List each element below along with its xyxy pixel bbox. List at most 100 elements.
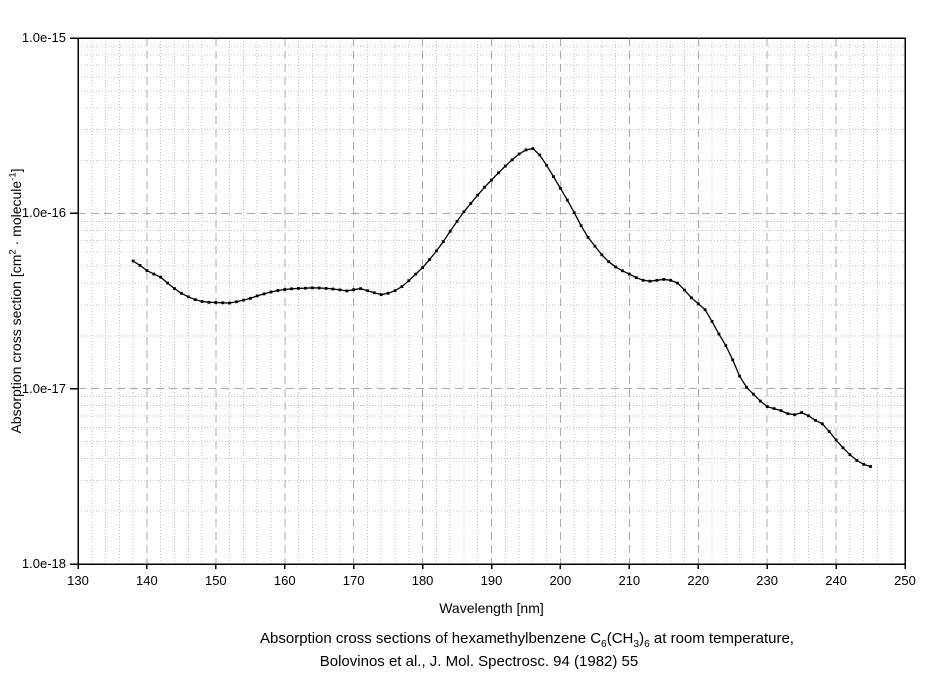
data-point-marker bbox=[297, 287, 300, 290]
data-point-marker bbox=[848, 453, 852, 457]
data-point-marker bbox=[152, 272, 156, 276]
data-point-marker bbox=[207, 300, 211, 304]
data-point-marker bbox=[696, 302, 700, 306]
data-point-marker bbox=[448, 229, 452, 233]
data-point-marker bbox=[703, 308, 707, 312]
data-point-marker bbox=[435, 249, 438, 253]
data-point-marker bbox=[827, 430, 831, 433]
data-point-marker bbox=[428, 258, 431, 261]
data-point-marker bbox=[559, 186, 562, 190]
text-segment: ) bbox=[639, 630, 645, 647]
data-point-marker bbox=[455, 220, 459, 223]
sub-segment: 6 bbox=[601, 639, 607, 650]
caption-line-1: Absorption cross sections of hexamethylb… bbox=[260, 630, 794, 650]
x-tick-label: 130 bbox=[67, 573, 89, 588]
data-point-marker bbox=[510, 158, 514, 162]
data-point-marker bbox=[276, 289, 280, 292]
data-point-marker bbox=[717, 332, 721, 336]
sub-segment: 6 bbox=[644, 639, 650, 650]
spectrum-curve bbox=[132, 147, 871, 468]
text-segment: Absorption cross sections of hexamethylb… bbox=[260, 630, 602, 647]
data-point-marker bbox=[545, 163, 548, 167]
x-tick-label: 140 bbox=[136, 573, 158, 588]
text-segment: ] bbox=[8, 168, 24, 173]
data-point-marker bbox=[531, 147, 535, 150]
data-point-marker bbox=[221, 301, 225, 305]
data-point-marker bbox=[655, 278, 659, 282]
data-point-marker bbox=[634, 276, 638, 279]
data-point-marker bbox=[235, 300, 238, 304]
data-point-marker bbox=[476, 193, 480, 197]
x-tick-label: 190 bbox=[480, 573, 503, 588]
data-point-marker bbox=[820, 422, 824, 426]
data-point-marker bbox=[421, 266, 424, 270]
data-point-marker bbox=[317, 286, 321, 290]
data-point-marker bbox=[180, 291, 183, 295]
data-point-marker bbox=[758, 399, 762, 403]
y-axis-title: Absorption cross section [cm2 · molecule… bbox=[7, 168, 24, 433]
data-point-marker bbox=[379, 293, 383, 296]
data-point-marker bbox=[372, 291, 376, 295]
data-point-marker bbox=[621, 269, 624, 273]
sup-segment: -1 bbox=[7, 172, 19, 181]
data-point-marker bbox=[607, 260, 611, 264]
data-point-marker bbox=[786, 412, 790, 416]
data-point-marker bbox=[745, 385, 748, 389]
data-point-marker bbox=[262, 292, 266, 296]
x-tick-label: 250 bbox=[894, 573, 916, 588]
data-point-marker bbox=[676, 281, 679, 285]
data-point-marker bbox=[145, 269, 149, 272]
data-point-marker bbox=[441, 240, 445, 243]
y-tick-label: 1.0e-15 bbox=[21, 30, 66, 45]
data-point-marker bbox=[579, 224, 583, 228]
data-point-marker bbox=[269, 290, 273, 294]
data-point-marker bbox=[834, 438, 838, 442]
sup-segment: 2 bbox=[7, 249, 19, 255]
text-segment: · molecule bbox=[8, 180, 24, 250]
data-point-marker bbox=[166, 281, 169, 285]
data-point-marker bbox=[386, 291, 390, 295]
data-point-marker bbox=[614, 265, 617, 269]
data-point-marker bbox=[600, 253, 604, 257]
data-point-marker bbox=[690, 296, 693, 300]
caption-line-2: Bolovinos et al., J. Mol. Spectrosc. 94 … bbox=[319, 653, 639, 670]
y-tick-label: 1.0e-16 bbox=[21, 205, 66, 221]
data-point-marker bbox=[731, 358, 735, 362]
data-point-marker bbox=[228, 301, 231, 305]
data-point-marker bbox=[414, 272, 418, 276]
data-point-marker bbox=[497, 171, 500, 175]
data-point-marker bbox=[290, 287, 293, 291]
data-point-marker bbox=[338, 288, 342, 292]
data-point-marker bbox=[255, 294, 259, 298]
data-point-marker bbox=[248, 297, 252, 300]
data-point-marker bbox=[765, 405, 769, 408]
data-point-marker bbox=[683, 288, 686, 292]
data-point-marker bbox=[648, 279, 652, 283]
x-tick-label: 160 bbox=[273, 573, 296, 588]
data-point-marker bbox=[242, 298, 245, 302]
data-point-marker bbox=[469, 202, 473, 205]
x-tick-label: 220 bbox=[687, 573, 710, 588]
data-point-marker bbox=[345, 289, 349, 293]
data-point-marker bbox=[572, 211, 576, 214]
sub-segment: 3 bbox=[633, 639, 640, 650]
y-tick-label: 1.0e-17 bbox=[21, 380, 66, 396]
data-point-marker bbox=[159, 275, 163, 279]
data-point-marker bbox=[724, 344, 728, 347]
x-tick-label: 170 bbox=[342, 573, 365, 588]
x-tick-label: 180 bbox=[411, 573, 434, 588]
data-point-marker bbox=[490, 178, 493, 182]
data-point-marker bbox=[310, 286, 314, 290]
data-point-marker bbox=[669, 278, 673, 282]
text-segment: (CH bbox=[606, 630, 634, 647]
data-point-marker bbox=[862, 463, 866, 466]
data-point-marker bbox=[779, 409, 783, 412]
data-point-marker bbox=[538, 153, 542, 157]
data-point-marker bbox=[366, 289, 369, 293]
data-point-marker bbox=[331, 287, 335, 291]
data-point-marker bbox=[359, 287, 362, 290]
data-point-marker bbox=[483, 185, 486, 189]
data-point-marker bbox=[841, 446, 845, 450]
x-tick-label: 200 bbox=[549, 573, 572, 588]
